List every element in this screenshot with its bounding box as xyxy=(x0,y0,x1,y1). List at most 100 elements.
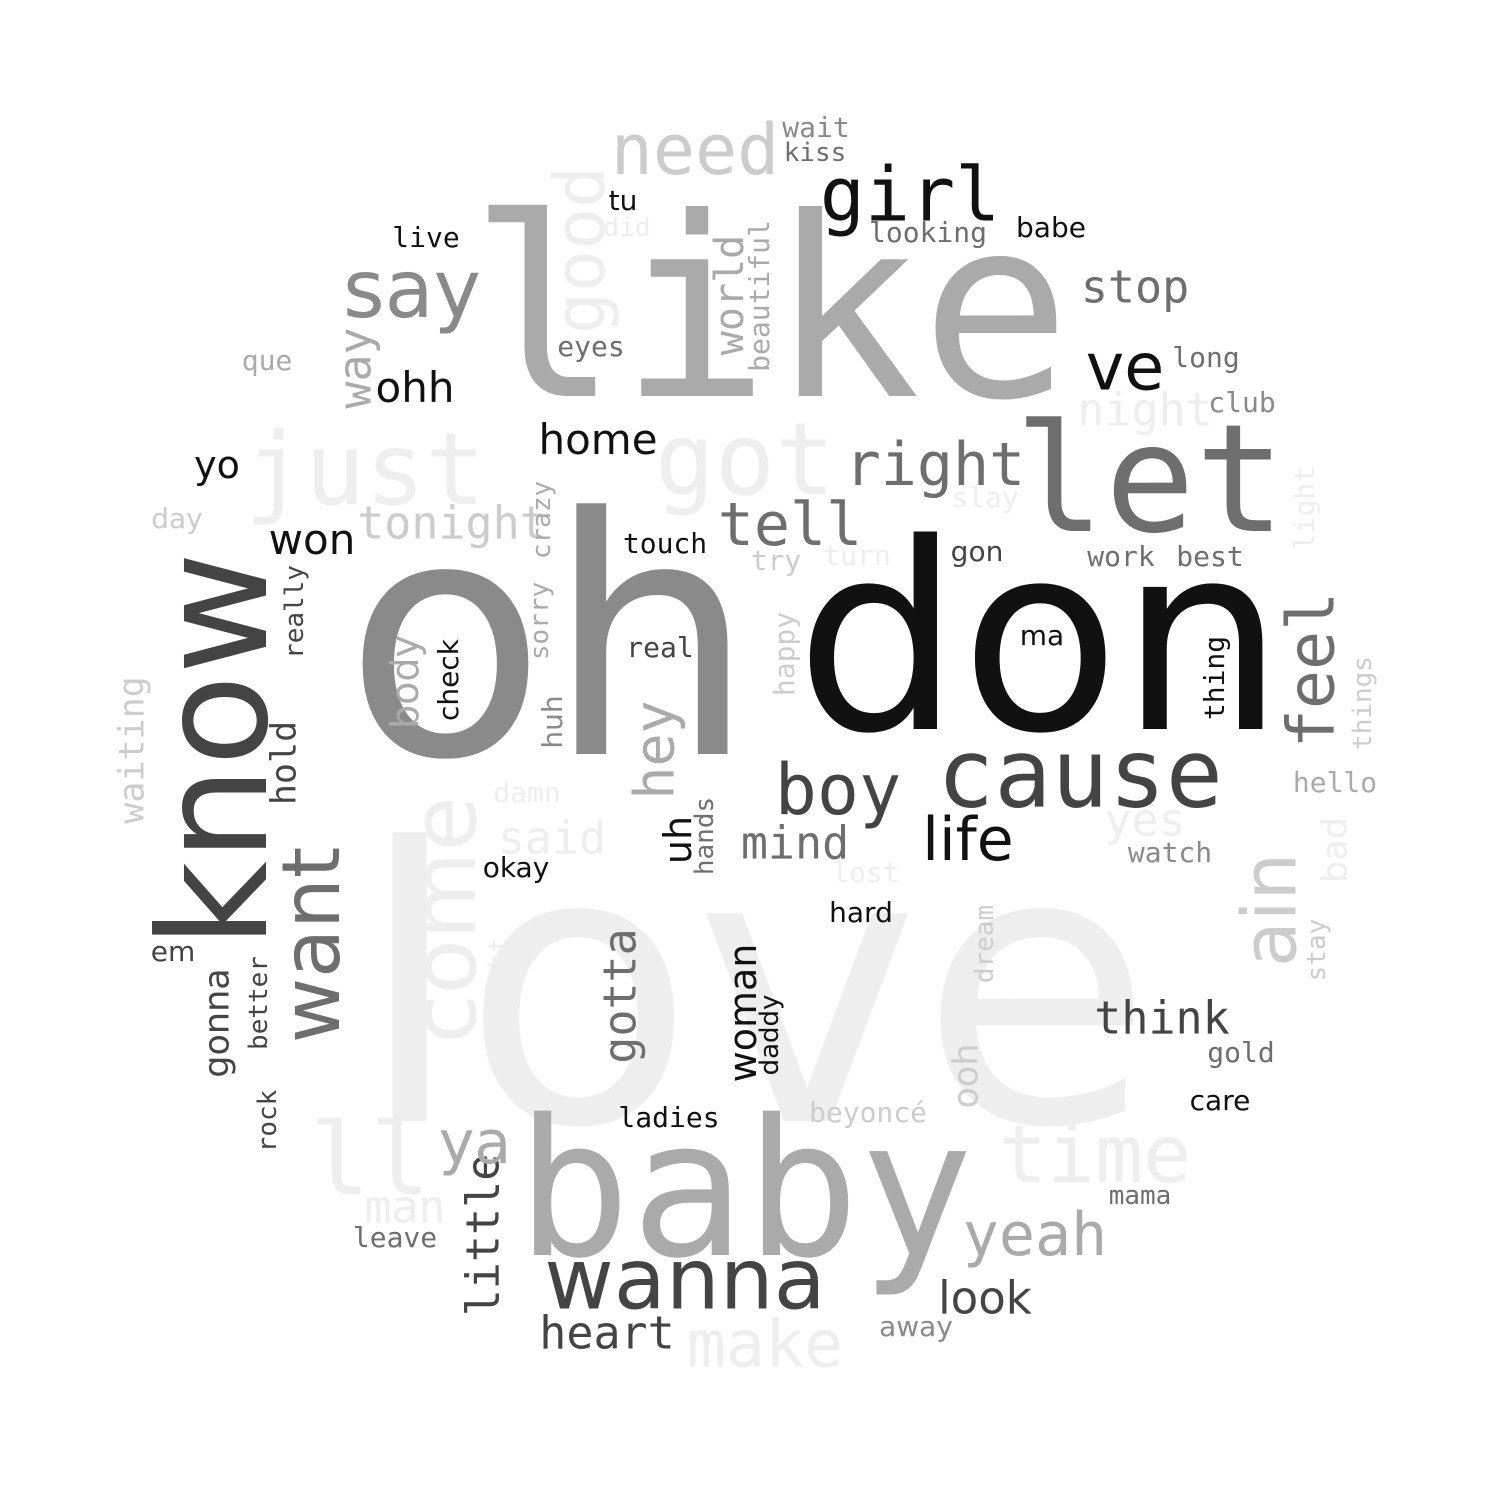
word-think: think xyxy=(1094,991,1230,1045)
word-right: right xyxy=(844,430,1026,500)
word-hands: hands xyxy=(690,796,720,876)
word-watch: watch xyxy=(1127,836,1213,869)
word-stop: stop xyxy=(1080,260,1190,314)
word-eyes: eyes xyxy=(557,330,625,363)
word-dream: dream xyxy=(970,904,1000,984)
word-club: club xyxy=(1208,386,1276,419)
word-little: little xyxy=(456,1153,510,1317)
word-hard: hard xyxy=(829,896,893,929)
word-care: care xyxy=(1189,1084,1251,1117)
word-ve: ve xyxy=(1085,330,1165,406)
word-ohh: ohh xyxy=(375,363,455,412)
word-best: best xyxy=(1176,540,1244,573)
word-good: good xyxy=(539,165,621,335)
word-kiss: kiss xyxy=(783,138,847,168)
word-ladies: ladies xyxy=(618,1101,720,1134)
word-things: things xyxy=(1348,656,1378,750)
word-time: time xyxy=(998,1108,1192,1201)
word-won: won xyxy=(268,515,356,564)
word-long: long xyxy=(1172,341,1240,374)
word-huh: huh xyxy=(536,695,569,749)
word-like: like xyxy=(468,164,1072,455)
word-wait: wait xyxy=(782,111,850,144)
word-ya: ya xyxy=(438,1108,512,1178)
word-damn: damn xyxy=(493,776,561,809)
word-em: em xyxy=(150,935,196,968)
word-baby: baby xyxy=(516,1079,974,1300)
word-turn: turn xyxy=(823,539,891,572)
word-daddy: daddy xyxy=(755,994,785,1076)
word-hello: hello xyxy=(1292,766,1378,799)
word-ooh: ooh xyxy=(946,1043,987,1109)
word-come: come xyxy=(392,796,497,1044)
word-need: need xyxy=(610,109,780,191)
word-wanna: wanna xyxy=(544,1230,826,1330)
word-heart: heart xyxy=(539,1306,675,1360)
word-lost: lost xyxy=(832,856,900,889)
word-boy: boy xyxy=(774,749,902,831)
word-gold: gold xyxy=(1207,1036,1275,1069)
word-life: life xyxy=(922,805,1014,875)
word-want: want xyxy=(265,846,358,1044)
word-oh: oh xyxy=(344,448,756,832)
word-babe: babe xyxy=(1016,211,1086,244)
word-crazy: crazy xyxy=(527,480,557,560)
word-got: got xyxy=(654,401,836,518)
word-better: better xyxy=(244,956,274,1050)
word-touch: touch xyxy=(622,527,708,560)
word-okay: okay xyxy=(482,851,550,884)
word-really: really xyxy=(280,565,310,659)
word-day: day xyxy=(151,502,203,535)
word-beyonce: beyoncé xyxy=(808,1096,928,1129)
word-real: real xyxy=(626,631,694,664)
word-rock: rock xyxy=(253,1089,283,1153)
word-did: did xyxy=(603,213,651,243)
word-say: say xyxy=(342,243,482,336)
word-slay: slay xyxy=(951,481,1019,514)
word-feel: feel xyxy=(1274,591,1350,749)
word-waiting: waiting xyxy=(112,676,153,824)
word-yes: yes xyxy=(1104,793,1186,847)
word-thing: thing xyxy=(1198,635,1231,721)
word-girl: girl xyxy=(819,150,1001,239)
word-thought: thought xyxy=(484,937,514,1047)
word-yeah: yeah xyxy=(962,1200,1108,1270)
word-hey: hey xyxy=(622,700,687,800)
word-gonna: gonna xyxy=(197,968,238,1078)
word-ll: ll xyxy=(309,1101,431,1218)
word-que: que xyxy=(241,344,293,377)
word-beautiful: beautiful xyxy=(743,220,776,372)
word-sorry: sorry xyxy=(525,581,555,661)
word-said: said xyxy=(497,811,607,865)
word-mind: mind xyxy=(740,816,850,870)
word-bad: bad xyxy=(1315,817,1356,883)
word-hold: hold xyxy=(264,720,305,806)
word-man: man xyxy=(364,1180,446,1234)
word-way: way xyxy=(328,327,382,409)
word-love: love xyxy=(356,768,1154,1211)
word-look: look xyxy=(938,1271,1032,1325)
word-ma: ma xyxy=(1019,619,1065,652)
word-try: try xyxy=(750,544,802,577)
word-check: check xyxy=(432,639,465,721)
word-tell: tell xyxy=(717,490,863,560)
word-looking: looking xyxy=(868,216,988,249)
word-let: let xyxy=(1014,393,1286,567)
word-happy: happy xyxy=(768,611,801,697)
word-tonight: tonight xyxy=(357,496,547,550)
word-live: live xyxy=(392,221,460,254)
word-home: home xyxy=(538,415,658,464)
word-cause: cause xyxy=(937,719,1223,830)
word-don: don xyxy=(795,489,1285,791)
word-yo: yo xyxy=(194,443,240,487)
word-mama: mama xyxy=(1108,1181,1172,1211)
word-night: night xyxy=(1077,383,1213,437)
word-ain: ain xyxy=(1225,852,1314,968)
word-light: light xyxy=(1288,465,1321,551)
word-gon: gon xyxy=(950,535,1004,568)
word-stay: stay xyxy=(1302,918,1332,982)
word-leave: leave xyxy=(352,1221,438,1254)
word-away: away xyxy=(879,1310,953,1343)
word-just: just xyxy=(244,411,486,528)
